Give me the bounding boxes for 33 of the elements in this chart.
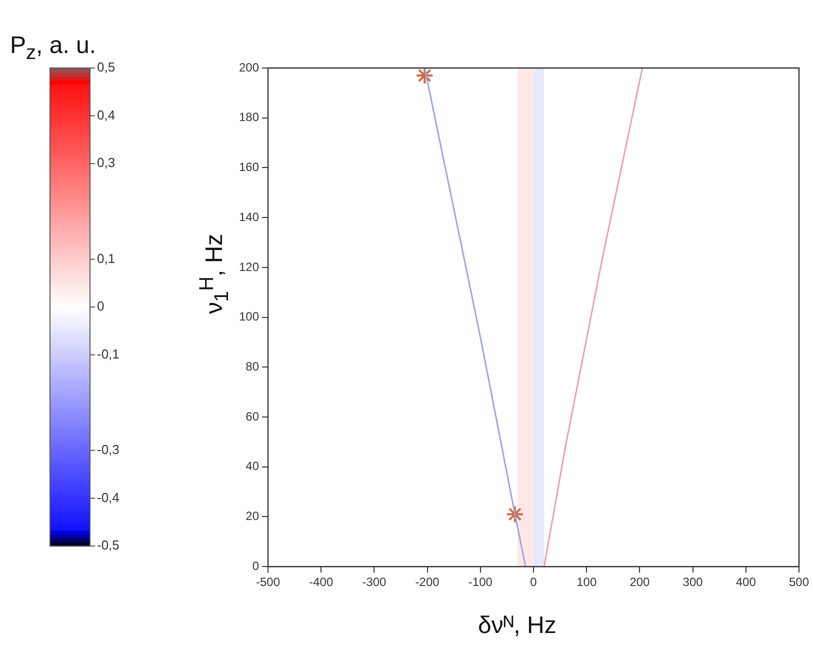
color-bar-label: 0 bbox=[97, 298, 104, 314]
x-tick-label: -100 bbox=[468, 575, 493, 590]
color-bar-label: -0,1 bbox=[97, 346, 120, 362]
y-tick-label: 140 bbox=[238, 210, 260, 224]
y-tick-label: 40 bbox=[246, 459, 260, 474]
y-tick-label: 60 bbox=[246, 409, 260, 424]
x-tick-label: -200 bbox=[415, 575, 440, 590]
x-tick-label: 500 bbox=[788, 575, 810, 590]
color-bar-label: 0,4 bbox=[97, 107, 116, 122]
color-bar-label: 0,3 bbox=[97, 155, 116, 170]
color-bar-label: -0,5 bbox=[97, 538, 120, 553]
color-bar-title: P$_{z}$, a. u. bbox=[10, 32, 96, 65]
x-axis-title: δνᴺ, Hz bbox=[478, 612, 556, 640]
y-tick-label: 20 bbox=[246, 509, 260, 524]
color-bar-label: 0,5 bbox=[97, 60, 116, 75]
y-tick-label: 120 bbox=[238, 260, 260, 274]
y-tick-label: 80 bbox=[246, 359, 260, 374]
x-tick-label: -400 bbox=[309, 575, 334, 590]
y-tick-label: 160 bbox=[238, 160, 260, 174]
x-tick-label: 100 bbox=[576, 575, 597, 590]
x-tick-label: 0 bbox=[530, 575, 538, 590]
y-tick-label: 200 bbox=[238, 60, 260, 74]
x-tick-label: 400 bbox=[736, 575, 756, 590]
y-tick-label: 180 bbox=[238, 110, 260, 124]
color-bar-label: -0,3 bbox=[97, 442, 120, 457]
x-tick-label: -300 bbox=[362, 575, 387, 590]
color-bar-label: -0,4 bbox=[97, 490, 120, 505]
x-tick-label: 200 bbox=[630, 575, 650, 590]
y-tick-label: 100 bbox=[238, 310, 260, 324]
color-bar-label: 0,1 bbox=[97, 250, 116, 266]
x-tick-label: -500 bbox=[256, 575, 280, 590]
x-tick-label: 300 bbox=[682, 575, 704, 590]
y-tick-label: 0 bbox=[252, 558, 260, 573]
